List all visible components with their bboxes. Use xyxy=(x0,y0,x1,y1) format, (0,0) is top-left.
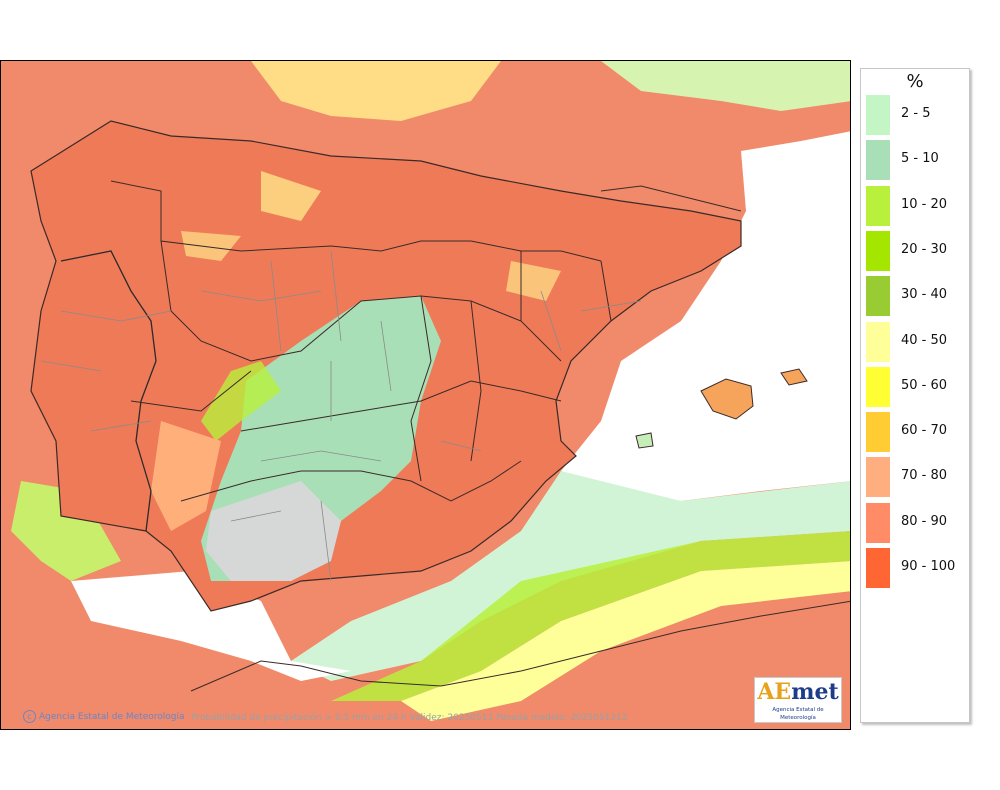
legend-item: 80 - 90 xyxy=(864,502,968,543)
legend-item: 2 - 5 xyxy=(864,95,968,135)
legend-label: 90 - 100 xyxy=(901,559,956,574)
legend-unit: % xyxy=(906,71,924,92)
legend-item: 5 - 10 xyxy=(864,140,968,181)
menorca-island xyxy=(780,368,808,386)
legend-item: 10 - 20 xyxy=(864,185,968,226)
legend-label: 70 - 80 xyxy=(901,468,948,484)
province-borders xyxy=(40,250,642,582)
legend-swatch xyxy=(866,230,890,271)
legend-swatch xyxy=(866,95,890,135)
extremadura-band xyxy=(151,421,221,531)
mediterranean-band-2 xyxy=(331,531,850,701)
legend-swatch xyxy=(866,321,890,362)
map-panel[interactable]: c Agencia Estatal de Meteorología Probabi… xyxy=(0,60,851,730)
region-border-central xyxy=(160,240,562,362)
legend-label: 30 - 40 xyxy=(901,287,948,303)
region-border-andalusia xyxy=(180,460,522,502)
legend-label: 5 - 10 xyxy=(901,151,939,167)
mediterranean-dry-zone xyxy=(561,131,850,501)
legend-label: 2 - 5 xyxy=(901,106,931,121)
aemet-logo-subtitle: Agencia Estatal de Meteorología xyxy=(772,707,824,721)
legend-item: 30 - 40 xyxy=(864,276,968,317)
legend-label: 20 - 30 xyxy=(901,241,948,257)
legend-swatch xyxy=(866,548,890,588)
legend-item: 50 - 60 xyxy=(864,366,968,407)
region-border-north xyxy=(110,180,602,262)
region-border-east xyxy=(410,251,612,482)
alboran-dry-zone xyxy=(71,571,351,681)
legend-swatch xyxy=(866,412,890,453)
legend-label: 80 - 90 xyxy=(901,513,948,529)
legend-item: 20 - 30 xyxy=(864,230,968,271)
sea-band-north xyxy=(251,61,501,121)
legend-item: 90 - 100 xyxy=(864,548,968,588)
legend-swatch xyxy=(866,366,890,407)
legend-item: 70 - 80 xyxy=(864,457,968,498)
legend-label: 40 - 50 xyxy=(901,332,948,348)
copyright-icon: c xyxy=(23,710,36,723)
legend-label: 10 - 20 xyxy=(901,196,948,212)
andalusia-very-dry-zone xyxy=(206,481,341,581)
region-border-south-central xyxy=(130,370,562,432)
north-africa-coast xyxy=(190,600,850,692)
agency-credit-text: Agencia Estatal de Meteorología xyxy=(39,712,185,722)
central-transition-band xyxy=(201,361,281,441)
mediterranean-band-3 xyxy=(401,561,850,721)
legend-swatch xyxy=(866,276,890,317)
logo-mark-b: met xyxy=(791,679,839,705)
sea-band-northeast xyxy=(601,61,850,111)
legend-item: 60 - 70 xyxy=(864,412,968,453)
legend-swatch xyxy=(866,457,890,498)
portugal-border xyxy=(60,250,157,532)
atlantic-south-band xyxy=(11,481,121,581)
legend-label: 50 - 60 xyxy=(901,377,948,393)
precipitation-probability-map xyxy=(1,61,850,729)
legend-panel: % 2 - 5 5 - 10 10 - 20 20 - 30 30 - 40 40 - 5… xyxy=(860,68,970,723)
agency-credit: c Agencia Estatal de Meteorología xyxy=(23,710,185,723)
ibiza-island xyxy=(635,432,654,449)
legend-item: 40 - 50 xyxy=(864,321,968,362)
france-border xyxy=(600,185,742,212)
northeast-interior-patch xyxy=(506,261,561,301)
aemet-logo-mark: AEmet xyxy=(755,678,841,706)
map-caption: Probabilidad de precipitación > 0,5 mm e… xyxy=(191,713,628,723)
legend-label: 60 - 70 xyxy=(901,423,948,439)
logo-mark-a: AE xyxy=(757,679,792,705)
north-interior-patch-2 xyxy=(181,231,241,261)
aemet-logo: AEmet Agencia Estatal de Meteorología xyxy=(754,677,842,723)
legend-swatch xyxy=(866,140,890,181)
legend-swatch xyxy=(866,185,890,226)
mallorca-island xyxy=(700,378,754,420)
legend-swatch xyxy=(866,502,890,543)
north-interior-patch-1 xyxy=(261,171,321,221)
